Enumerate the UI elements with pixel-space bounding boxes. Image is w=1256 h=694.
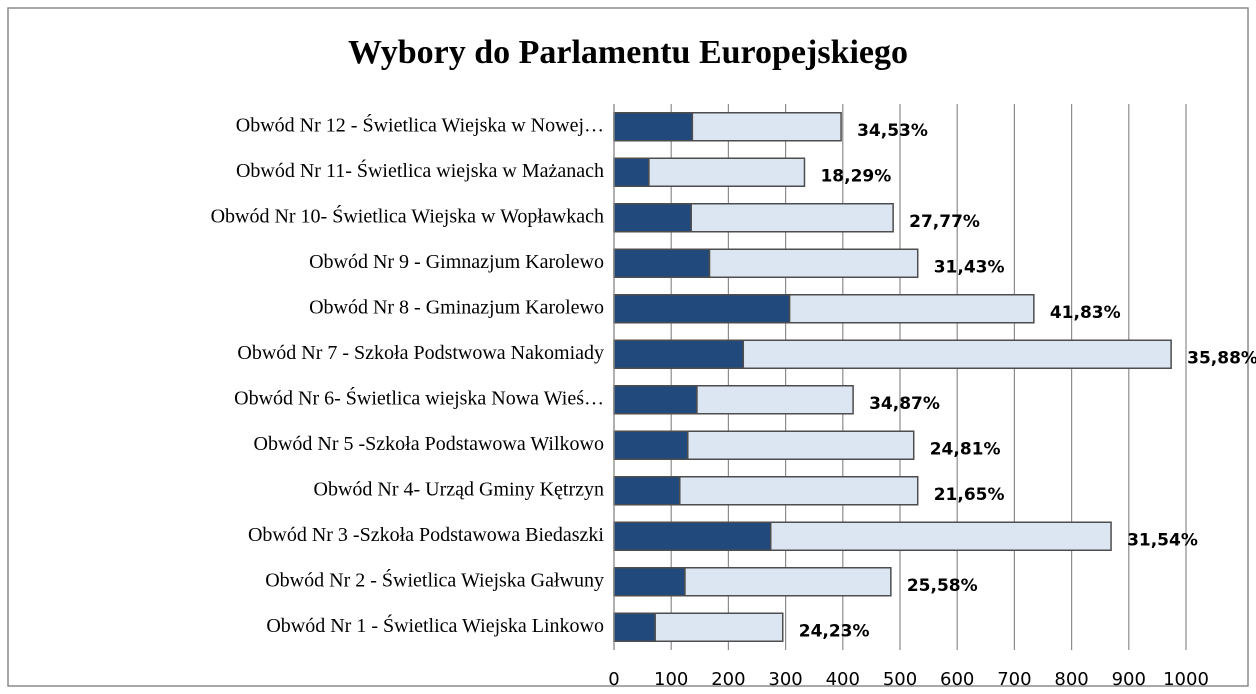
bar-segment [613, 521, 772, 551]
bar-segment [788, 294, 1035, 324]
bar-segment [742, 339, 1172, 369]
data-label: 24,23% [799, 621, 870, 641]
bar-segment [613, 112, 694, 142]
x-tick-label: 0 [608, 669, 619, 690]
y-tick-label: Obwód Nr 8 - Gminazjum Karolewo [309, 296, 604, 318]
bar-segment [690, 203, 894, 233]
y-tick-label: Obwód Nr 1 - Świetlica Wiejska Linkowo [266, 613, 604, 637]
bar-segment [613, 339, 745, 369]
x-tick-label: 200 [711, 669, 745, 690]
bar-segment [613, 203, 692, 233]
x-tick-label: 800 [1054, 669, 1088, 690]
data-label: 25,58% [907, 576, 978, 596]
y-tick-label: Obwód Nr 3 -Szkoła Podstawowa Biedaszki [248, 524, 604, 546]
chart-title: Wybory do Parlamentu Europejskiego [348, 34, 908, 71]
bar-segment [613, 476, 681, 506]
bar-segment [687, 430, 915, 460]
data-label: 35,88% [1187, 348, 1256, 368]
x-tick-label: 600 [940, 669, 974, 690]
bar-segment [654, 612, 784, 642]
y-tick-label: Obwód Nr 5 -Szkoła Podstawowa Wilkowo [254, 433, 604, 455]
data-label: 21,65% [934, 485, 1005, 505]
data-label: 34,53% [857, 121, 928, 141]
y-tick-label: Obwód Nr 11- Świetlica wiejska w Mażanac… [236, 158, 604, 182]
y-tick-label: Obwód Nr 12 - Świetlica Wiejska w Nowej… [236, 112, 604, 136]
data-label: 24,81% [930, 439, 1001, 459]
bar-segment [613, 612, 656, 642]
y-tick-label: Obwód Nr 9 - Gimnazjum Karolewo [309, 251, 604, 273]
bar-segment [613, 157, 650, 187]
bar-segment [684, 567, 892, 597]
x-tick-label: 100 [654, 669, 688, 690]
y-tick-label: Obwód Nr 10- Świetlica Wiejska w Wopławk… [211, 203, 604, 227]
y-tick-label: Obwód Nr 6- Świetlica wiejska Nowa Wieś… [234, 385, 604, 409]
bar-segment [679, 476, 919, 506]
bar-segment [648, 157, 806, 187]
data-label: 18,29% [820, 166, 891, 186]
data-label: 31,54% [1127, 530, 1198, 550]
x-tick-label: 500 [883, 669, 917, 690]
x-tick-label: 300 [768, 669, 802, 690]
data-label: 34,87% [869, 394, 940, 414]
bar-segment [708, 248, 919, 278]
bar-segment [691, 112, 842, 142]
x-tick-label: 400 [826, 669, 860, 690]
bar-segment [696, 385, 854, 415]
bar-segment [613, 248, 711, 278]
bar-segment [613, 567, 686, 597]
x-tick-label: 900 [1112, 669, 1146, 690]
x-tick-label: 1000 [1163, 669, 1209, 690]
y-tick-label: Obwód Nr 7 - Szkoła Podstwowa Nakomiady [237, 342, 604, 364]
x-tick-label: 700 [997, 669, 1031, 690]
data-label: 31,43% [934, 257, 1005, 277]
bar-segment [613, 430, 689, 460]
bar-segment [769, 521, 1112, 551]
y-tick-label: Obwód Nr 4- Urząd Gminy Kętrzyn [314, 478, 604, 500]
data-label: 41,83% [1050, 303, 1121, 323]
y-tick-label: Obwód Nr 2 - Świetlica Wiejska Gałwuny [265, 567, 604, 591]
bar-segment [613, 385, 698, 415]
bar-segment [613, 294, 791, 324]
data-label: 27,77% [909, 212, 980, 232]
